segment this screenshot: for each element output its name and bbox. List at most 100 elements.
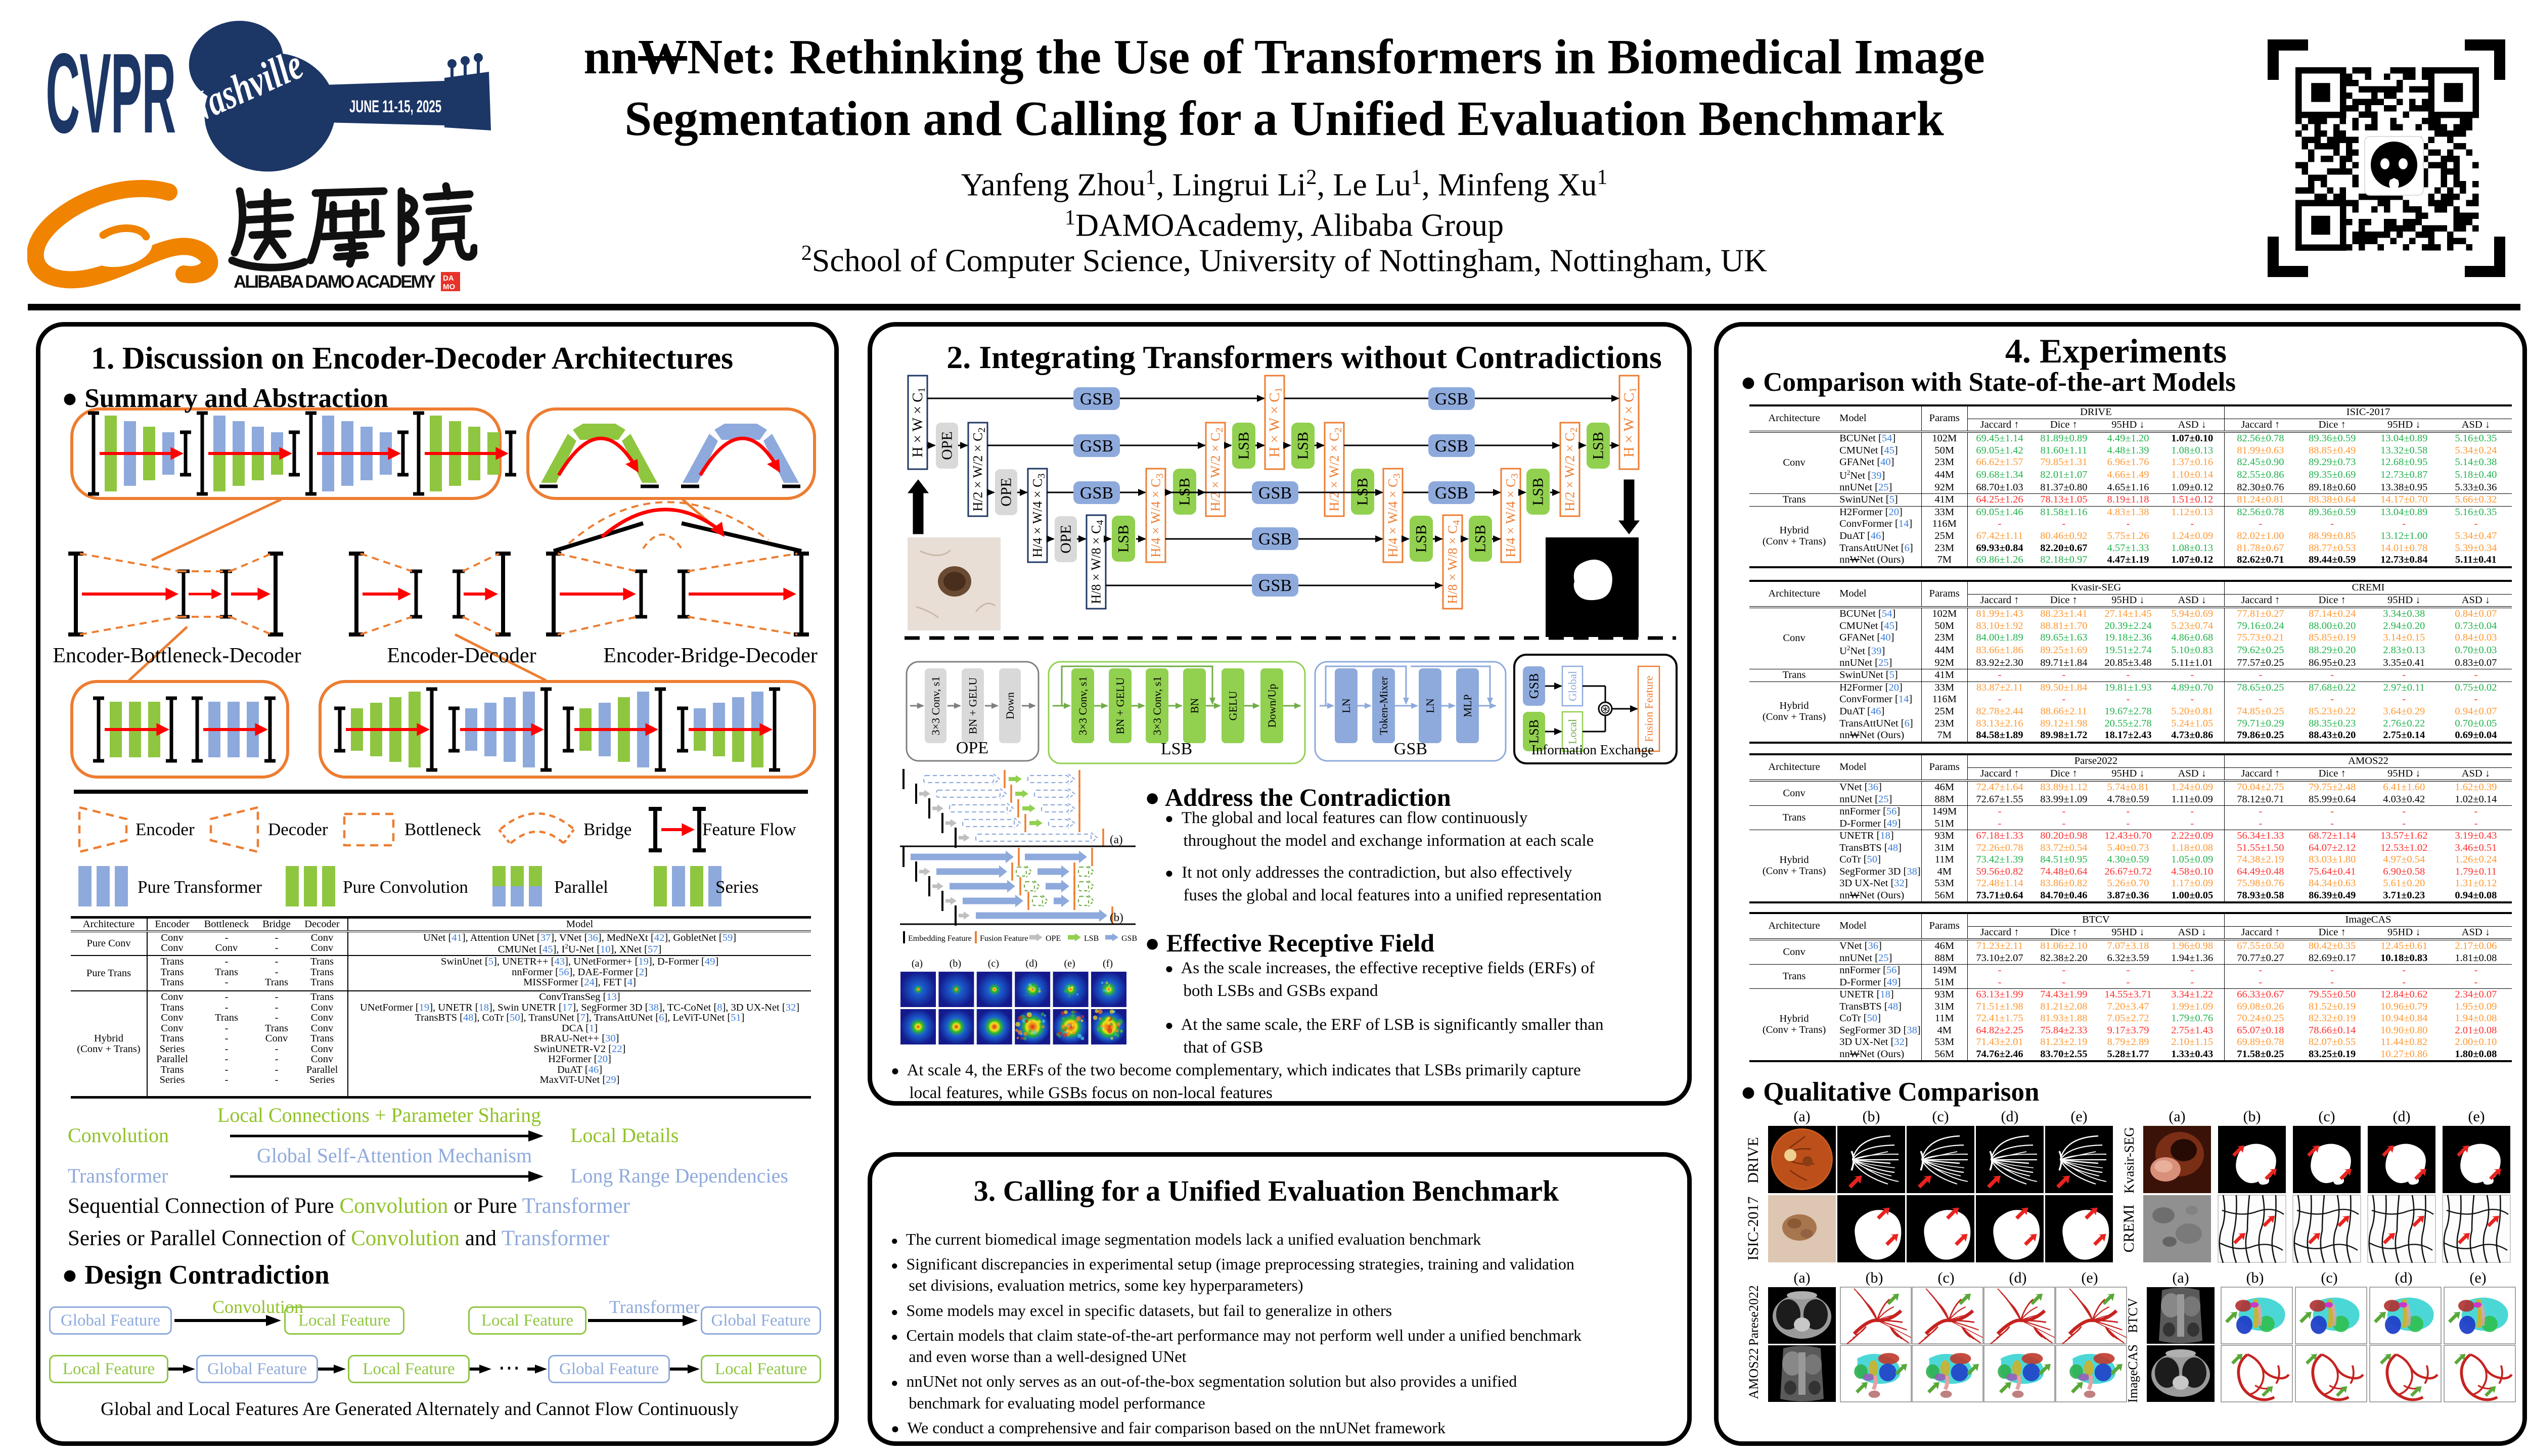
svg-text:DA: DA — [443, 274, 454, 283]
svg-text:(c): (c) — [2321, 1269, 2337, 1286]
svg-text:LSB: LSB — [1527, 719, 1542, 744]
svg-text:LSB: LSB — [1472, 525, 1489, 553]
svg-text:GSB: GSB — [1258, 530, 1292, 549]
svg-text:H/2 × W/2 × C2: H/2 × W/2 × C2 — [1327, 428, 1344, 512]
svg-text:(c): (c) — [1932, 1108, 1949, 1125]
svg-text:H/4 × W/4 × C3: H/4 × W/4 × C3 — [1504, 474, 1521, 558]
svg-text:Encoder-Decoder: Encoder-Decoder — [387, 644, 536, 667]
svg-text:3×3 Conv, s1: 3×3 Conv, s1 — [1151, 676, 1163, 736]
svg-text:⊛: ⊛ — [1600, 702, 1611, 716]
svg-text:BN + GELU: BN + GELU — [1114, 677, 1126, 735]
svg-text:(c): (c) — [1937, 1269, 1954, 1286]
svg-text:Fusion Feature: Fusion Feature — [1643, 675, 1655, 742]
svg-text:(b): (b) — [1866, 1269, 1883, 1286]
svg-text:Encoder: Encoder — [136, 820, 195, 839]
svg-text:LN: LN — [1340, 698, 1352, 713]
svg-text:Series: Series — [715, 877, 759, 897]
svg-text:Global: Global — [1566, 671, 1579, 701]
svg-text:GSB: GSB — [1258, 576, 1292, 595]
svg-text:(d): (d) — [1026, 958, 1037, 969]
svg-text:LSB: LSB — [1115, 525, 1132, 553]
svg-text:Decoder: Decoder — [268, 820, 328, 839]
svg-text:(b): (b) — [1863, 1108, 1880, 1125]
svg-text:GSB: GSB — [1435, 390, 1468, 408]
svg-text:BN: BN — [1188, 698, 1201, 714]
svg-text:Pure Transformer: Pure Transformer — [138, 877, 262, 897]
svg-text:LSB: LSB — [1295, 432, 1312, 460]
svg-text:3×3 Conv, s1: 3×3 Conv, s1 — [929, 676, 942, 736]
svg-text:Token-Mixer: Token-Mixer — [1377, 676, 1390, 735]
svg-text:GSB: GSB — [1080, 437, 1113, 456]
svg-text:Encoder-Bridge-Decoder: Encoder-Bridge-Decoder — [603, 644, 818, 667]
svg-text:3×3 Conv, s1: 3×3 Conv, s1 — [1076, 676, 1089, 736]
svg-text:(e): (e) — [2070, 1108, 2087, 1125]
svg-text:H/4 × W/4 × C3: H/4 × W/4 × C3 — [1386, 474, 1403, 558]
svg-text:Fusion Feature: Fusion Feature — [980, 934, 1028, 943]
svg-text:ImageCAS: ImageCAS — [2126, 1344, 2140, 1403]
svg-text:OPE: OPE — [939, 431, 956, 460]
svg-text:Feature Flow: Feature Flow — [702, 820, 796, 839]
svg-text:(f): (f) — [1103, 958, 1113, 969]
svg-text:CREMI: CREMI — [2120, 1204, 2137, 1252]
svg-text:Embedding Feature: Embedding Feature — [908, 934, 972, 943]
svg-text:OPE: OPE — [998, 478, 1015, 507]
svg-text:H/8 × W/8 × C4: H/8 × W/8 × C4 — [1089, 520, 1106, 604]
svg-text:(e): (e) — [1064, 958, 1075, 969]
svg-text:JUNE 11-15, 2025: JUNE 11-15, 2025 — [349, 97, 441, 116]
svg-text:BN + GELU: BN + GELU — [967, 677, 979, 735]
svg-text:H/8 × W/8 × C4: H/8 × W/8 × C4 — [1446, 520, 1463, 604]
svg-text:LSB: LSB — [1530, 478, 1547, 506]
svg-text:DRIVE: DRIVE — [1745, 1137, 1762, 1184]
svg-text:(b): (b) — [2246, 1269, 2264, 1286]
svg-text:AMOS22: AMOS22 — [1746, 1348, 1761, 1399]
svg-text:BTCV: BTCV — [2126, 1298, 2140, 1333]
svg-text:GSB: GSB — [1080, 390, 1113, 408]
svg-text:CVPR: CVPR — [46, 30, 175, 157]
svg-text:Kvasir-SEG: Kvasir-SEG — [2121, 1127, 2137, 1193]
svg-text:GSB: GSB — [1121, 934, 1137, 943]
svg-text:GSB: GSB — [1258, 484, 1292, 503]
svg-text:GSB: GSB — [1394, 740, 1427, 758]
svg-text:(b): (b) — [2243, 1108, 2261, 1125]
svg-text:(a): (a) — [912, 958, 923, 969]
svg-text:ALIBABA DAMO ACADEMY: ALIBABA DAMO ACADEMY — [234, 272, 436, 292]
svg-text:Parallel: Parallel — [554, 877, 608, 897]
svg-text:(c): (c) — [2318, 1108, 2335, 1125]
svg-text:(d): (d) — [2009, 1269, 2027, 1286]
svg-text:GSB: GSB — [1080, 484, 1113, 503]
svg-text:H/2 × W/2 × C2: H/2 × W/2 × C2 — [1563, 428, 1580, 512]
svg-text:(d): (d) — [2393, 1108, 2411, 1125]
svg-text:(b): (b) — [1110, 911, 1123, 924]
svg-text:MLP: MLP — [1461, 694, 1474, 717]
svg-text:LSB: LSB — [1590, 432, 1607, 460]
svg-text:(d): (d) — [2001, 1108, 2019, 1125]
svg-text:GELU: GELU — [1227, 691, 1239, 721]
svg-text:(e): (e) — [2081, 1269, 2098, 1286]
svg-text:(e): (e) — [2468, 1108, 2485, 1125]
svg-text:(c): (c) — [988, 958, 999, 969]
svg-text:Pure Convolution: Pure Convolution — [343, 877, 468, 897]
svg-text:H/2 × W/2 × C2: H/2 × W/2 × C2 — [971, 428, 988, 512]
svg-text:⋯: ⋯ — [498, 1355, 520, 1380]
svg-text:LN: LN — [1424, 698, 1436, 713]
svg-text:(a): (a) — [2172, 1269, 2189, 1286]
svg-text:(a): (a) — [1110, 833, 1123, 846]
svg-text:GSB: GSB — [1527, 673, 1542, 699]
svg-text:(a): (a) — [1793, 1269, 1810, 1286]
svg-text:H/4 × W/4 × C3: H/4 × W/4 × C3 — [1030, 474, 1048, 558]
svg-text:Local: Local — [1566, 719, 1579, 744]
svg-text:OPE: OPE — [1058, 525, 1074, 554]
svg-text:GSB: GSB — [1435, 437, 1468, 456]
svg-text:GSB: GSB — [1435, 484, 1468, 503]
svg-text:Encoder-Bottleneck-Decoder: Encoder-Bottleneck-Decoder — [53, 644, 301, 667]
svg-text:LSB: LSB — [1236, 432, 1252, 460]
svg-text:LSB: LSB — [1084, 934, 1099, 943]
svg-text:H × W × C1: H × W × C1 — [910, 387, 927, 457]
svg-text:MO: MO — [443, 283, 455, 291]
svg-text:(b): (b) — [950, 958, 961, 969]
svg-text:(e): (e) — [2469, 1269, 2486, 1286]
svg-text:Down/Up: Down/Up — [1266, 684, 1278, 728]
svg-text:Down: Down — [1004, 692, 1016, 719]
svg-text:OPE: OPE — [956, 739, 988, 757]
svg-text:(a): (a) — [1793, 1108, 1810, 1125]
